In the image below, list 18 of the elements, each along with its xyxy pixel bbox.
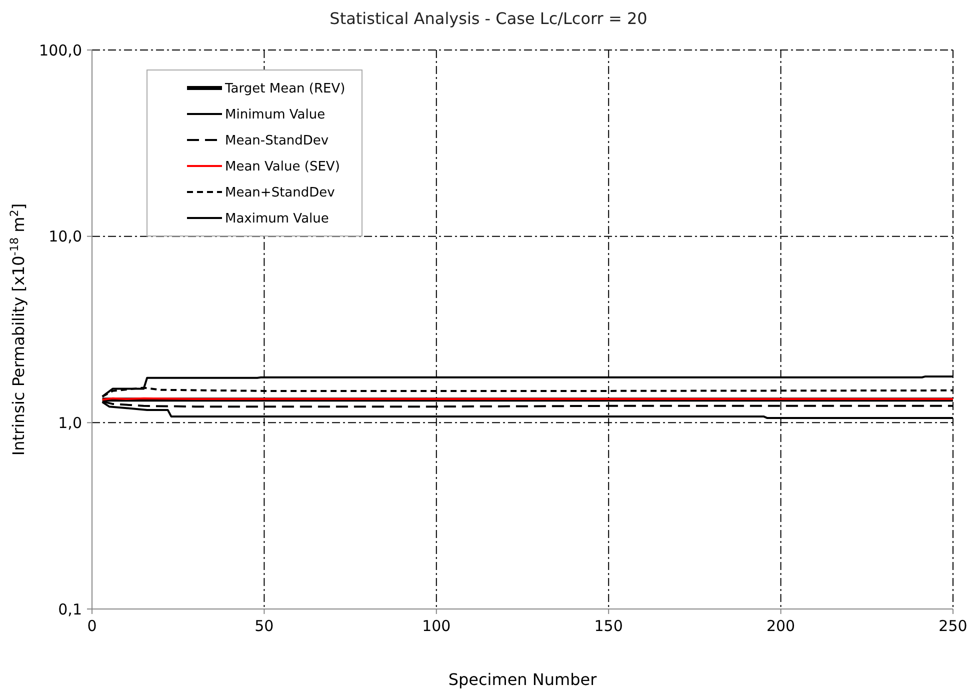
x-tick-label: 50	[254, 617, 274, 635]
y-tick-label: 100,0	[39, 41, 82, 60]
legend-label: Minimum Value	[225, 108, 326, 123]
legend-label: Target Mean (REV)	[224, 82, 346, 97]
y-tick-label: 0,1	[58, 600, 82, 618]
y-tick-label: 1,0	[58, 414, 82, 432]
legend-label: Mean+StandDev	[225, 186, 336, 201]
chart-title: Statistical Analysis - Case Lc/Lcorr = 20	[330, 9, 648, 28]
legend-label: Maximum Value	[225, 212, 329, 227]
legend-label: Mean Value (SEV)	[225, 160, 340, 175]
x-tick-label: 200	[766, 617, 796, 635]
y-tick-label: 10,0	[48, 228, 82, 246]
x-tick-label: 250	[938, 617, 968, 635]
legend-label: Mean-StandDev	[225, 134, 329, 149]
x-tick-label: 150	[594, 617, 623, 635]
x-tick-label: 100	[422, 617, 451, 635]
x-tick-label: 0	[87, 617, 97, 635]
x-axis-title: Specimen Number	[448, 670, 598, 689]
